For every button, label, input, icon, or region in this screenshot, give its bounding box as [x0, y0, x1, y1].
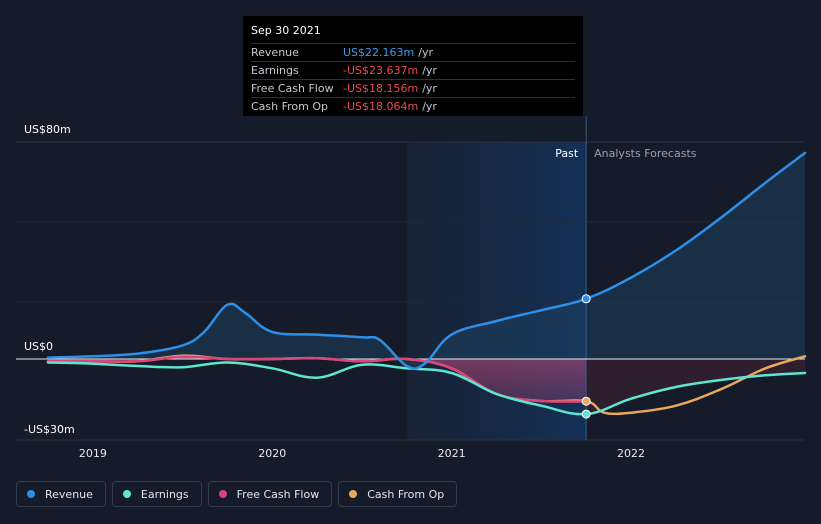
y-tick-label: -US$30m — [24, 423, 75, 436]
y-axis-labels: US$80m US$0 -US$30m — [24, 123, 75, 436]
tooltip-value: -US$18.156m — [343, 82, 419, 95]
series-line-earnings — [46, 361, 807, 416]
negative-forecast-area — [586, 359, 805, 415]
tooltip-label: Cash From Op — [251, 100, 329, 113]
negative-area — [48, 356, 587, 402]
legend-dot-icon — [218, 490, 227, 498]
legend-item-earnings[interactable]: Earnings — [111, 481, 202, 507]
series-line-revenue — [46, 151, 807, 370]
tooltip-row-cash-from-op: Cash From Op -US$18.064m /yr — [251, 97, 575, 115]
tooltip-value: US$22.163m — [343, 46, 415, 59]
tooltip-unit: /yr — [422, 64, 437, 77]
tooltip-date: Sep 30 2021 — [251, 24, 321, 37]
legend-label: Earnings — [140, 487, 189, 501]
legend-dot-icon — [349, 490, 358, 498]
x-tick-label: 2022 — [617, 447, 645, 460]
tooltip-label: Earnings — [251, 64, 299, 77]
tooltip-unit: /yr — [418, 46, 433, 59]
x-tick-label: 2020 — [258, 447, 286, 460]
tooltip-row-earnings: Earnings -US$23.637m /yr — [251, 61, 575, 79]
legend-item-free-cash-flow[interactable]: Free Cash Flow — [207, 481, 333, 507]
y-tick-label: US$80m — [24, 123, 71, 136]
marker-cash-from-op — [581, 396, 591, 406]
marker-revenue — [581, 294, 591, 304]
revenue-area — [48, 152, 805, 369]
tooltip-label: Free Cash Flow — [251, 82, 334, 95]
tooltip-row-free-cash-flow: Free Cash Flow -US$18.156m /yr — [251, 79, 575, 97]
legend-label: Revenue — [45, 487, 93, 501]
tooltip-label: Revenue — [251, 46, 299, 59]
tooltip-value: -US$23.637m — [343, 64, 419, 77]
x-tick-label: 2019 — [79, 447, 107, 460]
legend-item-cash-from-op[interactable]: Cash From Op — [338, 481, 458, 507]
legend-dot-icon — [122, 490, 131, 498]
past-label: Past — [555, 147, 579, 160]
legend: Revenue Earnings Free Cash Flow Cash Fro… — [16, 481, 458, 507]
legend-item-revenue[interactable]: Revenue — [16, 481, 106, 507]
tooltip: Sep 30 2021 Revenue US$22.163m /yr Earni… — [243, 16, 583, 116]
x-tick-label: 2021 — [438, 447, 466, 460]
legend-label: Free Cash Flow — [236, 487, 320, 501]
series-lines — [46, 151, 807, 416]
series-markers — [581, 294, 591, 419]
y-tick-label: US$0 — [24, 340, 53, 353]
tooltip-unit: /yr — [422, 100, 437, 113]
legend-dot-icon — [27, 490, 35, 498]
marker-earnings — [581, 409, 591, 419]
x-axis-labels: 2019 2020 2021 2022 — [79, 447, 645, 460]
forecast-label: Analysts Forecasts — [594, 147, 697, 160]
tooltip-unit: /yr — [422, 82, 437, 95]
tooltip-row-revenue: Revenue US$22.163m /yr — [251, 43, 575, 61]
tooltip-value: -US$18.064m — [343, 100, 419, 113]
legend-label: Cash From Op — [367, 487, 445, 501]
